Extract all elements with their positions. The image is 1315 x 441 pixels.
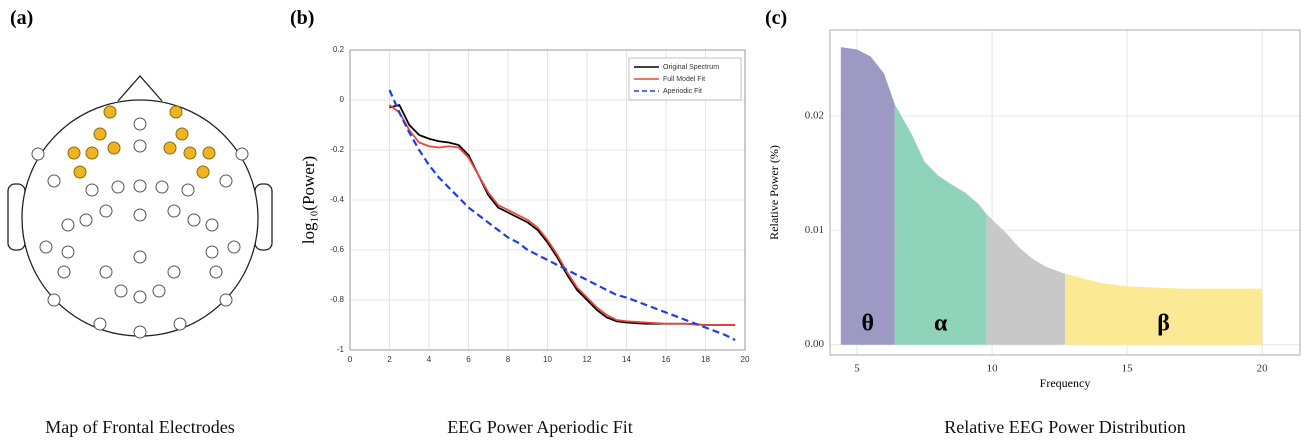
electrode-map (7, 75, 273, 339)
electrode (31, 147, 45, 161)
y-tick-label: -0.6 (330, 245, 344, 254)
x-tick-label: 4 (427, 355, 432, 364)
x-axis-title: Frequency (1040, 376, 1091, 390)
electrode (152, 284, 166, 298)
frontal-electrode (169, 105, 183, 119)
band-label: β (1157, 311, 1170, 337)
x-tick-label: 15 (1122, 363, 1134, 375)
y-tick-label: -0.8 (330, 295, 344, 304)
y-tick-label: -0.4 (330, 195, 344, 204)
frontal-electrode (202, 146, 216, 160)
legend-label: Aperiodic Fit (663, 88, 702, 95)
electrode (219, 293, 233, 307)
electrode (114, 284, 128, 298)
electrode (93, 317, 107, 331)
electrode (219, 174, 233, 188)
y-tick-label: 0.01 (805, 224, 824, 236)
nose (117, 75, 163, 102)
electrode (133, 139, 147, 153)
electrode (61, 245, 75, 259)
panel-label: (a) (10, 7, 33, 29)
electrode (205, 218, 219, 232)
y-tick-label: 0.00 (805, 338, 825, 350)
band-label: θ (862, 311, 875, 337)
electrode (39, 240, 53, 254)
electrode (79, 213, 93, 227)
electrode (133, 250, 147, 264)
frontal-electrode (85, 146, 99, 160)
y-tick-label: -0.2 (330, 145, 344, 154)
x-tick-label: 10 (987, 363, 999, 375)
x-tick-label: 14 (622, 355, 631, 364)
electrode (133, 208, 147, 222)
line-series (388, 104, 736, 326)
electrode (133, 117, 147, 131)
x-tick-label: 10 (543, 355, 552, 364)
electrode (205, 245, 219, 259)
panel-caption: Relative EEG Power Distribution (944, 417, 1185, 437)
line-series (388, 89, 736, 341)
frontal-electrode (67, 146, 81, 160)
panel-label: (c) (765, 7, 787, 29)
y-tick-label: 0.2 (333, 45, 345, 54)
frontal-electrode (183, 146, 197, 160)
y-axis-title: log₁₀(Power) (299, 156, 318, 244)
electrode (57, 265, 71, 279)
frontal-electrode (163, 141, 177, 155)
frontal-electrode (73, 165, 87, 179)
band-area (894, 104, 987, 345)
x-tick-label: 8 (506, 355, 511, 364)
electrode (133, 325, 147, 339)
frontal-electrode (93, 127, 107, 141)
electrode (61, 218, 75, 232)
band-label: α (934, 311, 948, 337)
electrode (133, 179, 147, 193)
x-tick-label: 20 (741, 355, 750, 364)
legend-label: Full Model Fit (663, 76, 705, 83)
electrode (99, 204, 113, 218)
x-tick-label: 2 (387, 355, 392, 364)
panel-label: (b) (290, 7, 314, 29)
frontal-electrode (175, 127, 189, 141)
electrode (47, 174, 61, 188)
x-tick-label: 12 (583, 355, 592, 364)
frontal-electrode (196, 165, 210, 179)
x-tick-label: 0 (348, 355, 353, 364)
x-tick-label: 16 (662, 355, 671, 364)
x-tick-label: 18 (701, 355, 710, 364)
y-tick-label: 0.02 (805, 109, 824, 121)
plot-frame (829, 29, 1301, 356)
electrode (167, 265, 181, 279)
y-tick-label: 0 (340, 95, 345, 104)
line-series (389, 103, 736, 326)
electrode (99, 265, 113, 279)
electrode (167, 204, 181, 218)
legend-label: Original Spectrum (663, 64, 719, 71)
electrode (155, 180, 169, 194)
frontal-electrode (107, 141, 121, 155)
band-area (1065, 273, 1263, 345)
electrode (209, 265, 223, 279)
frontal-electrode (103, 105, 117, 119)
band-area (986, 214, 1065, 345)
electrode (111, 180, 125, 194)
electrode (133, 290, 147, 304)
electrode (47, 293, 61, 307)
electrode (173, 317, 187, 331)
band-area (840, 47, 895, 345)
electrode (181, 183, 195, 197)
y-axis-title: Relative Power (%) (767, 145, 781, 240)
x-tick-label: 5 (854, 363, 860, 375)
electrode (235, 147, 249, 161)
x-tick-label: 20 (1257, 363, 1269, 375)
panel-caption: EEG Power Aperiodic Fit (447, 417, 632, 437)
x-tick-label: 6 (466, 355, 471, 364)
panel-caption: Map of Frontal Electrodes (45, 417, 234, 437)
y-tick-label: -1 (337, 345, 345, 354)
electrode (85, 183, 99, 197)
electrode (227, 240, 241, 254)
plot-frame (349, 49, 746, 351)
electrode (187, 213, 201, 227)
